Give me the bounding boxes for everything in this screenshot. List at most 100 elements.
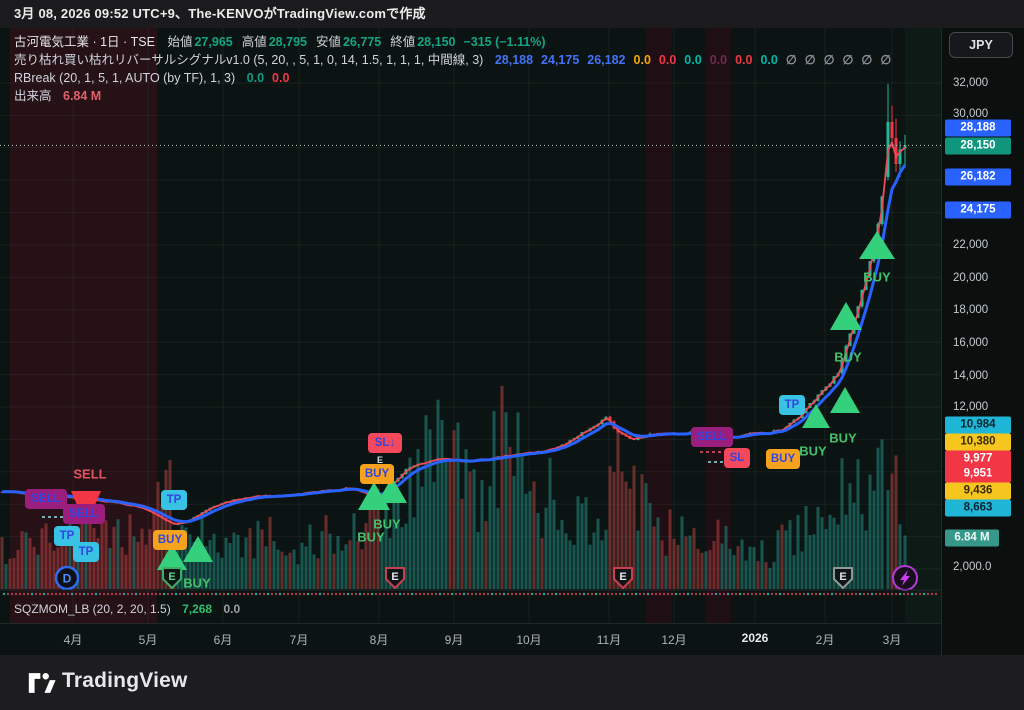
- price-axis-value-label: 9,951: [945, 465, 1011, 483]
- indicator-value: 0.0: [246, 71, 265, 85]
- svg-text:TP: TP: [167, 494, 182, 506]
- price-axis-value-label: 10,380: [945, 433, 1011, 451]
- session-highlight-bands: [10, 28, 941, 623]
- ohlc-label: 始値: [167, 35, 193, 49]
- price-axis-value-label: 9,977: [945, 450, 1011, 468]
- volume-value: 6.84 M: [63, 89, 102, 103]
- indicator-value: ∅: [842, 53, 854, 67]
- tp-badge[interactable]: TP: [161, 490, 187, 510]
- price-tick-label: 30,000: [953, 108, 989, 120]
- price-tick-label: 2,000.0: [953, 561, 992, 573]
- time-axis-label: 8月: [369, 633, 389, 647]
- svg-text:D: D: [63, 572, 72, 586]
- ohlc-label: 高値: [241, 35, 267, 49]
- price-axis[interactable]: JPY 32,000 30,000 22,000 20,000 18,000 16,000…: [941, 28, 1024, 655]
- signal-text: SELL: [73, 467, 106, 482]
- volume-label: 出来高: [14, 89, 52, 103]
- tp-badge[interactable]: TP: [73, 542, 99, 562]
- time-axis-label: 2月: [815, 633, 835, 647]
- time-axis-label: 12月: [661, 633, 687, 647]
- chart-svg[interactable]: SELL SELL TP TP TP BUY SL↓ BUY TP SELL SL BUY SELL BU…: [0, 28, 941, 655]
- indicator-value: 0.0: [684, 53, 702, 67]
- slow-ma-line: [1, 164, 907, 524]
- sell-badge[interactable]: SELL: [691, 427, 733, 447]
- time-axis-label: 9月: [444, 633, 464, 647]
- time-axis-label: 10月: [516, 633, 542, 647]
- chart-canvas[interactable]: SELL SELL TP TP TP BUY SL↓ BUY TP SELL SL BUY SELL BU…: [0, 28, 941, 655]
- time-axis-label: 11月: [596, 633, 622, 647]
- sell-badge[interactable]: SELL: [63, 504, 105, 524]
- earnings-icon[interactable]: E: [613, 567, 633, 589]
- tp-badge[interactable]: TP: [54, 526, 80, 546]
- earnings-icon[interactable]: E: [833, 567, 853, 589]
- signal-text: BUY: [834, 350, 862, 365]
- buy-arrow-marker: [183, 536, 213, 562]
- svg-text:TP: TP: [785, 399, 800, 411]
- sl-badge[interactable]: SL↓: [368, 433, 402, 453]
- buy-arrow-marker: [802, 404, 830, 428]
- buy-arrow-marker: [157, 544, 187, 570]
- ohlc-value: 28,150: [417, 35, 456, 49]
- price-axis-value-label: 8,663: [945, 499, 1011, 517]
- price-axis-value-label: 6.84 M: [945, 529, 999, 547]
- price-tick-label: 14,000: [953, 370, 989, 382]
- dividend-icon[interactable]: D: [54, 565, 80, 591]
- indicator-row-rbreak[interactable]: RBreak (20, 1, 5, 1, AUTO (by TF), 1, 3)…: [14, 69, 891, 87]
- price-tick-label: 22,000: [953, 239, 989, 251]
- buy-badge[interactable]: BUY: [766, 449, 800, 469]
- time-axis-label: 7月: [289, 633, 309, 647]
- price-chart[interactable]: SELL SELL TP TP TP BUY SL↓ BUY TP SELL SL BUY SELL BU…: [0, 28, 941, 655]
- svg-text:SELL: SELL: [697, 431, 726, 443]
- svg-text:SELL: SELL: [69, 508, 98, 520]
- sl-badge[interactable]: SL: [724, 448, 750, 468]
- tradingview-logo-icon[interactable]: [28, 670, 56, 696]
- indicator-row-reversal-signal[interactable]: 売り枯れ買い枯れリバーサルシグナルv1.0 (5, 20, , 5, 1, 0,…: [14, 51, 891, 69]
- indicator-value: ∅: [823, 53, 835, 67]
- buy-arrow-marker: [830, 387, 860, 413]
- indicator-value: 28,188: [494, 53, 534, 67]
- time-axis-label: 2026: [741, 631, 769, 645]
- earnings-icon[interactable]: E: [162, 567, 182, 589]
- signal-badges[interactable]: SELL SELL TP TP TP BUY SL↓ BUY TP SELL SL BUY: [25, 395, 805, 562]
- time-axis-label: 4月: [63, 633, 83, 647]
- signal-text: BUY: [183, 576, 211, 591]
- buy-badge[interactable]: BUY: [360, 464, 394, 484]
- svg-text:E: E: [168, 571, 175, 583]
- sqzmom-value-2: 0.0: [223, 602, 241, 616]
- signal-text: BUY: [357, 530, 385, 545]
- volume-row[interactable]: 出来高 6.84 M: [14, 87, 891, 105]
- price-axis-value-label: 28,150: [945, 137, 1011, 155]
- indicator-value: 0.0: [658, 53, 677, 67]
- sqzmom-value-1: 7,268: [182, 602, 213, 616]
- ohlc-value: 26,775: [342, 35, 382, 49]
- svg-text:E: E: [839, 571, 846, 583]
- svg-text:BUY: BUY: [365, 468, 390, 480]
- svg-text:BUY: BUY: [158, 534, 183, 546]
- indicator-value: ∅: [861, 53, 873, 67]
- tp-badge[interactable]: TP: [779, 395, 805, 415]
- signal-text: BUY: [863, 270, 891, 285]
- buy-arrow-marker: [377, 477, 407, 503]
- currency-button[interactable]: JPY: [949, 32, 1013, 58]
- indicator-name: 売り枯れ買い枯れリバーサルシグナルv1.0 (5, 20, , 5, 1, 0,…: [14, 53, 484, 67]
- ohlc-label: 安値: [315, 35, 341, 49]
- time-axis[interactable]: 4月 5月 6月 7月 8月 9月 10月 11月 12月 2026 2月 3月: [0, 623, 941, 656]
- price-axis-value-label: 24,175: [945, 201, 1011, 219]
- tradingview-brand-text[interactable]: TradingView: [62, 669, 188, 692]
- price-tick-label: 16,000: [953, 337, 989, 349]
- ohlc-value: 27,965: [194, 35, 233, 49]
- flash-event-icon[interactable]: [892, 565, 918, 591]
- indicator-value: 26,182: [587, 53, 626, 67]
- footer-bar: TradingView: [0, 655, 1024, 710]
- sqzmom-dot-strip: [2, 592, 938, 596]
- change-value: −315 (−1.11%): [463, 35, 546, 49]
- ohlc-value: 28,795: [268, 35, 307, 49]
- symbol-row[interactable]: 古河電気工業 · 1日 · TSE 始値 27,965 高値 28,795 安値 26,7…: [14, 33, 891, 51]
- sell-badge[interactable]: SELL: [25, 489, 67, 509]
- buy-badge[interactable]: BUY: [153, 530, 187, 550]
- earnings-icon[interactable]: E: [385, 567, 405, 589]
- sqzmom-indicator-row[interactable]: SQZMOM_LB (20, 2, 20, 1.5) 7,268 0.0: [14, 601, 240, 617]
- indicator-name: RBreak (20, 1, 5, 1, AUTO (by TF), 1, 3): [14, 71, 236, 85]
- buy-arrow-marker: [830, 302, 862, 330]
